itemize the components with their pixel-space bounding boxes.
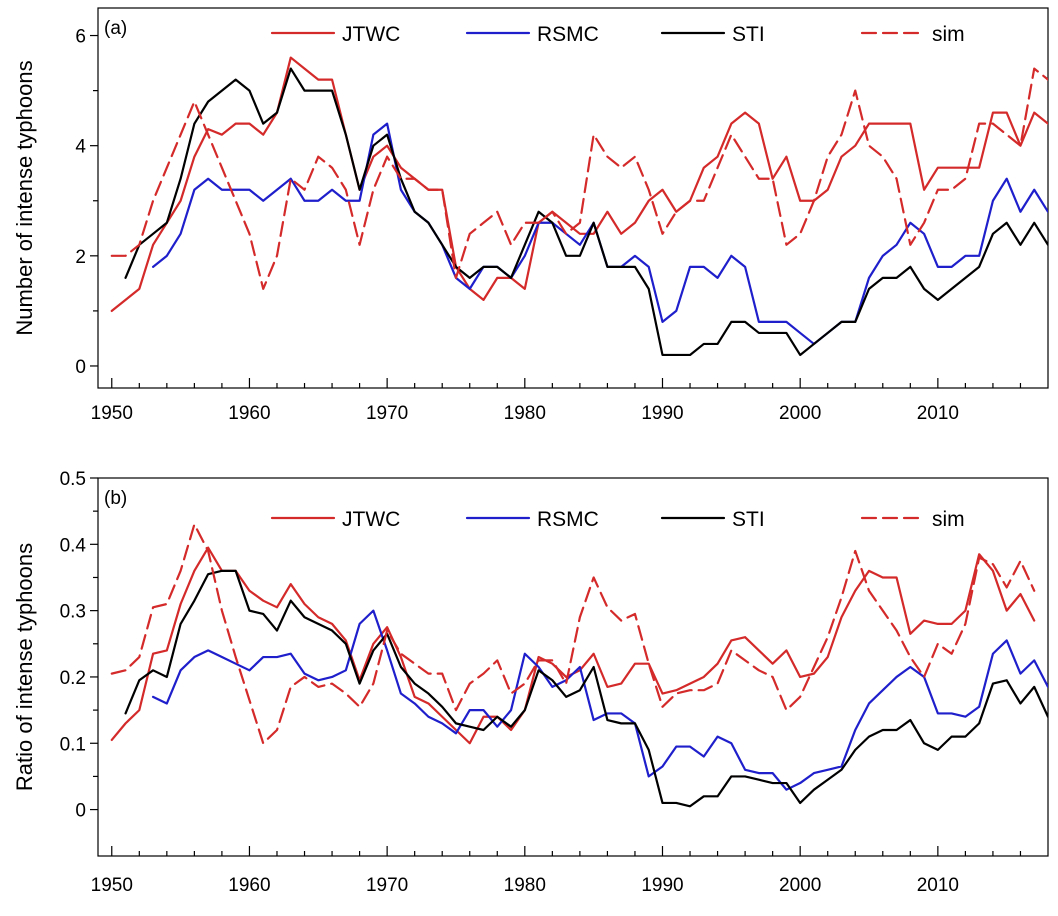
panel-a-y-tick-label: 0 [75,357,86,378]
panel-b-series-jtwc [110,546,1036,745]
panel-b-x-tick-label: 2010 [917,875,959,896]
panel-a-legend-label-sim: sim [932,23,965,46]
panel-b-y-tick-label: 0.2 [60,668,86,689]
panel-b-x-tick-label: 1980 [504,875,546,896]
panel-b-y-axis-label: Ratio of intense typhoons [12,543,37,791]
panel-a-legend-label-sti: STI [732,23,765,46]
panel-b-y-tick-label: 0.3 [60,602,86,623]
panel-b-series-sim [110,523,1036,745]
panel-a-axes-frame [97,7,1049,389]
panel-b-x-tick-label: 1990 [641,875,683,896]
panel-a-x-tick-label: 1990 [641,403,683,424]
panel-b-legend-label-rsmc: RSMC [537,508,599,531]
panel-b-y-tick-label: 0.1 [60,734,86,755]
panel-b-y-tick-label: 0.5 [60,469,86,490]
panel-a-y-tick-label: 6 [75,27,86,48]
panel-b-series-sti [124,569,1048,808]
panel-a-x-tick-label: 1950 [91,403,133,424]
panel-b-x-tick-label: 1950 [91,875,133,896]
panel-a-number-chart: 1950 1960 1970 1980 1990 2000 2010 0 2 4 6 Number o… [12,7,1049,424]
panel-a-series-rsmc [151,122,1048,346]
panel-a-series-jtwc [110,56,1048,312]
panel-b-legend-label-sim: sim [932,508,965,531]
panel-a-x-tick-label: 1970 [366,403,408,424]
panel-b-panel-label: (b) [104,488,127,509]
panel-b-y-tick-label: 0.4 [60,535,87,556]
panel-b-x-tick-label: 1960 [228,875,270,896]
panel-a-panel-label: (a) [104,18,127,39]
panel-a-legend-label-rsmc: RSMC [537,23,599,46]
panel-a-x-tick-label: 1980 [504,403,546,424]
panel-b-legend-label-jtwc: JTWC [342,508,400,531]
panel-a-x-tick-label: 1960 [228,403,270,424]
panel-b-series-rsmc [151,609,1048,791]
panel-a-y-tick-label: 2 [75,247,86,268]
panel-b-y-tick-label: 0 [75,801,86,822]
panel-b-ratio-chart: 1950 1960 1970 1980 1990 2000 2010 0 0.1 0.2 0.3 0.… [12,469,1049,896]
panel-a-y-axis-label: Number of intense typhoons [12,60,37,335]
panel-a-series-sim [110,67,1048,290]
panel-a-x-tick-label: 2010 [917,403,959,424]
panel-a-x-tick-label: 2000 [779,403,821,424]
panel-b-x-tick-label: 1970 [366,875,408,896]
panel-b-legend-label-sti: STI [732,508,765,531]
panel-b-x-tick-label: 2000 [779,875,821,896]
panel-a-series-sti [124,67,1048,357]
panel-b-axes-frame [97,477,1049,857]
panel-a-legend-label-jtwc: JTWC [342,23,400,46]
panel-a-y-tick-label: 4 [75,137,86,158]
